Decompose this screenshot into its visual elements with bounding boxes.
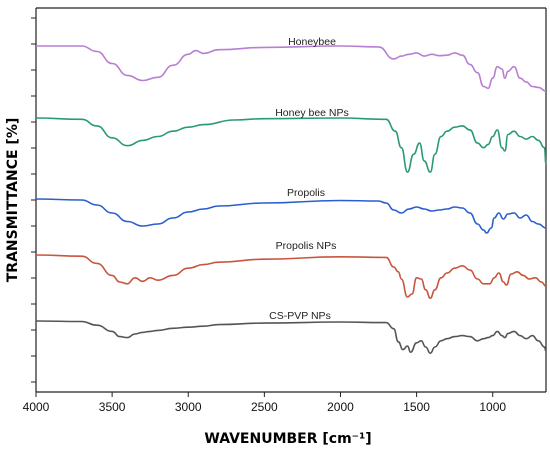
series-label-3: Propolis <box>287 187 325 199</box>
series-line-4 <box>35 254 547 299</box>
series-label-1: Honeybee <box>288 36 336 48</box>
y-axis-title: TRANSMITTANCE [%] <box>5 118 21 283</box>
series-line-1 <box>36 45 547 92</box>
x-tick-label: 3000 <box>175 400 202 414</box>
x-ticks: 4000 3500 3000 2500 2000 1500 1000 <box>23 392 506 414</box>
series-line-3 <box>35 198 547 234</box>
series-label-4: Propolis NPs <box>276 240 337 252</box>
x-tick-label: 3500 <box>99 400 126 414</box>
x-tick-label: 1500 <box>403 400 430 414</box>
x-tick-label: 2500 <box>251 400 278 414</box>
x-tick-label: 1000 <box>479 400 506 414</box>
x-tick-label: 2000 <box>327 400 354 414</box>
series-label-5: CS-PVP NPs <box>269 310 331 322</box>
series-label-2: Honey bee NPs <box>275 107 349 119</box>
series-line-2 <box>35 117 547 173</box>
y-ticks <box>31 17 36 383</box>
x-tick-label: 4000 <box>23 400 50 414</box>
x-axis-title: WAVENUMBER [cm⁻¹] <box>204 431 371 447</box>
series-group: Honeybee Honey bee NPs Propolis Propolis NP… <box>35 36 547 354</box>
plot-area <box>35 7 547 393</box>
series-line-5 <box>35 320 547 354</box>
